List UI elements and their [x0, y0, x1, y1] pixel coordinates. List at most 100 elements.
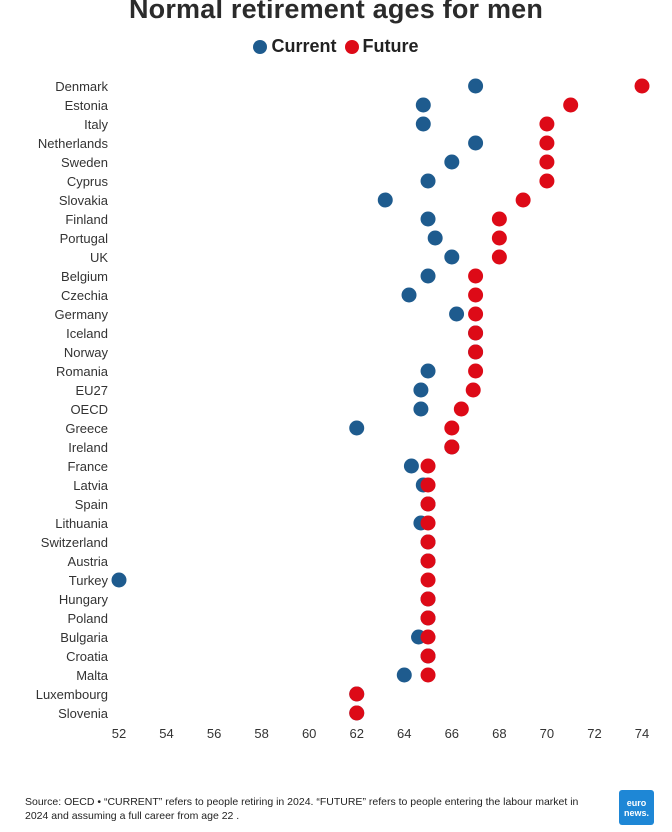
x-tick-label: 74: [635, 726, 649, 741]
country-label: Poland: [68, 611, 108, 626]
country-label: Turkey: [69, 573, 109, 588]
future-dot: [349, 705, 365, 721]
country-label: Romania: [56, 364, 109, 379]
current-dot: [444, 154, 460, 170]
legend-item-current: Current: [253, 36, 337, 57]
future-dot: [468, 344, 484, 360]
x-tick-label: 62: [349, 726, 363, 741]
future-dot: [453, 401, 469, 417]
current-dot: [396, 667, 412, 683]
future-dot: [491, 211, 507, 227]
current-dot: [349, 420, 365, 436]
country-label: Latvia: [73, 478, 108, 493]
future-dot: [444, 439, 460, 455]
legend: Current Future: [0, 36, 672, 57]
country-label: Slovakia: [59, 193, 109, 208]
euronews-logo: euro news.: [619, 790, 654, 825]
future-dot: [539, 116, 555, 132]
future-dot: [420, 515, 436, 531]
x-tick-label: 68: [492, 726, 506, 741]
legend-dot-future: [344, 39, 359, 54]
x-tick-label: 72: [587, 726, 601, 741]
future-dot: [468, 363, 484, 379]
current-dot: [420, 363, 436, 379]
future-dot: [563, 97, 579, 113]
future-dot: [420, 458, 436, 474]
country-label: Germany: [55, 307, 109, 322]
country-label: EU27: [75, 383, 108, 398]
future-dot: [465, 382, 481, 398]
current-dot: [427, 230, 443, 246]
future-dot: [420, 591, 436, 607]
country-label: Malta: [76, 668, 109, 683]
future-dot: [444, 420, 460, 436]
future-dot: [420, 553, 436, 569]
future-dot: [420, 629, 436, 645]
current-dot: [111, 572, 127, 588]
legend-label-current: Current: [271, 36, 337, 56]
x-tick-label: 70: [540, 726, 554, 741]
current-dot: [420, 268, 436, 284]
country-label: Cyprus: [67, 174, 109, 189]
current-dot: [413, 401, 429, 417]
country-label: Norway: [64, 345, 109, 360]
legend-label-future: Future: [362, 36, 419, 56]
current-dot: [413, 382, 429, 398]
country-label: OECD: [70, 402, 108, 417]
current-dot: [377, 192, 393, 208]
country-label: Greece: [65, 421, 108, 436]
country-label: Italy: [84, 117, 108, 132]
future-dot: [420, 610, 436, 626]
current-dot: [401, 287, 417, 303]
current-dot: [415, 97, 431, 113]
current-dot: [420, 211, 436, 227]
future-dot: [420, 667, 436, 683]
future-dot: [515, 192, 531, 208]
future-dot: [349, 686, 365, 702]
country-label: Switzerland: [41, 535, 108, 550]
future-dot: [468, 268, 484, 284]
country-label: Portugal: [60, 231, 109, 246]
country-label: Denmark: [55, 79, 108, 94]
country-label: Iceland: [66, 326, 108, 341]
current-dot: [449, 306, 465, 322]
x-tick-label: 64: [397, 726, 411, 741]
country-label: Estonia: [65, 98, 109, 113]
dot-plot: Denmark Estonia Italy Netherlands Sweden Cypr…: [36, 78, 650, 741]
country-label: Austria: [68, 554, 109, 569]
future-dot: [491, 249, 507, 265]
legend-item-future: Future: [344, 36, 419, 57]
future-dot: [420, 648, 436, 664]
current-dot: [468, 135, 484, 151]
country-label: Lithuania: [55, 516, 109, 531]
logo-line-2: news.: [623, 807, 649, 818]
logo-line-1: euro: [626, 797, 647, 808]
country-label: Finland: [65, 212, 108, 227]
x-tick-label: 52: [112, 726, 126, 741]
country-label: Czechia: [61, 288, 109, 303]
future-dot: [468, 287, 484, 303]
future-dot: [539, 135, 555, 151]
country-label: Spain: [75, 497, 108, 512]
future-dot: [420, 534, 436, 550]
x-tick-label: 54: [159, 726, 173, 741]
current-dot: [403, 458, 419, 474]
future-dot: [420, 572, 436, 588]
future-dot: [634, 78, 650, 94]
country-label: Sweden: [61, 155, 108, 170]
current-dot: [420, 173, 436, 189]
country-label: Croatia: [66, 649, 109, 664]
x-tick-label: 56: [207, 726, 221, 741]
x-tick-label: 60: [302, 726, 316, 741]
future-dot: [491, 230, 507, 246]
future-dot: [420, 496, 436, 512]
legend-dot-current: [253, 39, 268, 54]
country-label: UK: [90, 250, 108, 265]
future-dot: [468, 306, 484, 322]
current-dot: [415, 116, 431, 132]
future-dot: [468, 325, 484, 341]
current-dot: [444, 249, 460, 265]
country-label: Ireland: [68, 440, 108, 455]
current-dot: [468, 78, 484, 94]
x-tick-label: 66: [445, 726, 459, 741]
